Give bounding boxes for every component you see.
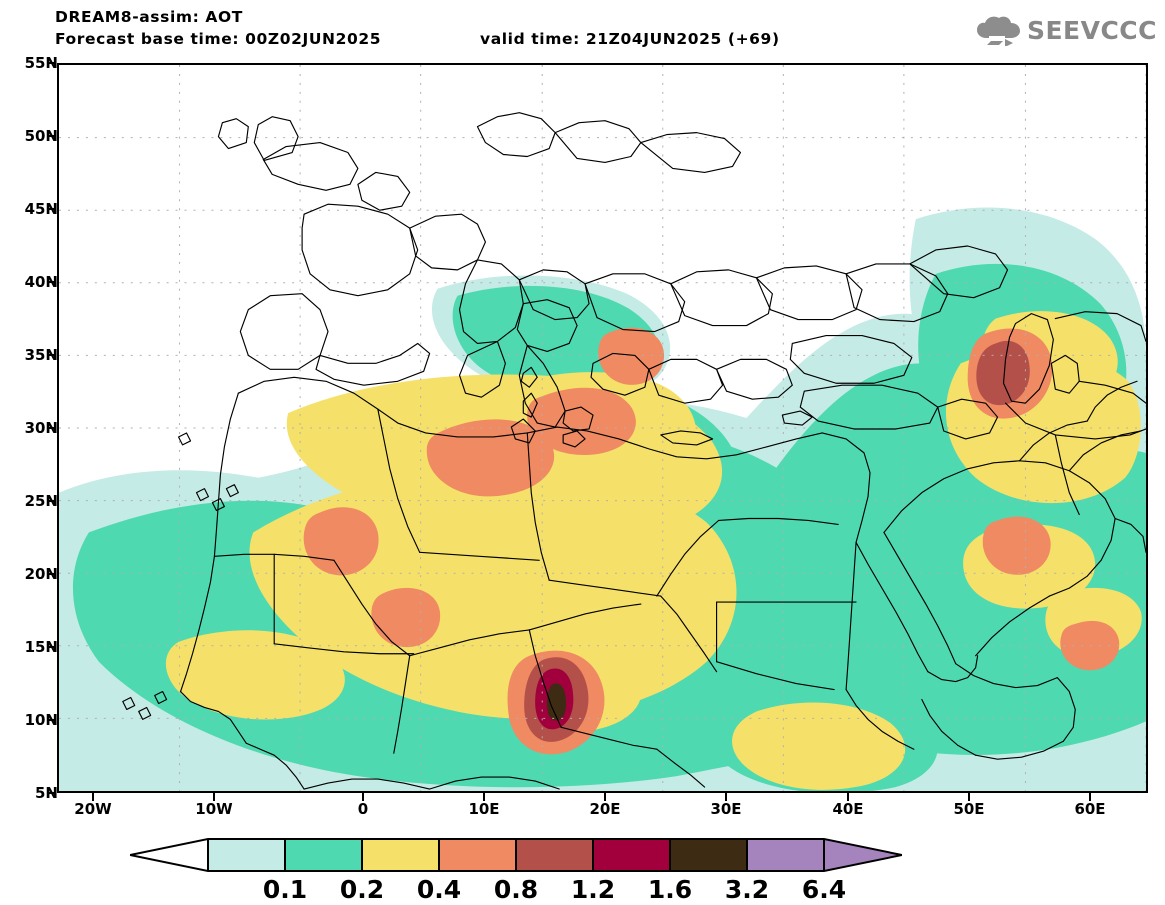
y-tick-label: 25N xyxy=(24,492,58,510)
colorbar-tick-label: 3.2 xyxy=(724,875,770,904)
x-tick-mark xyxy=(604,793,606,801)
colorbar-tick-label: 0.2 xyxy=(339,875,385,904)
y-tick-label: 50N xyxy=(24,127,58,145)
y-tick-mark xyxy=(47,62,55,64)
map-plot-area xyxy=(57,63,1148,793)
y-tick-label: 45N xyxy=(24,200,58,218)
y-tick-mark xyxy=(47,792,55,794)
colorbar-segment-0-4 xyxy=(362,838,439,872)
x-tick-label: 10E xyxy=(468,800,500,818)
colorbar-segment-6-4 xyxy=(747,838,824,872)
logo-text: SEEVCCC xyxy=(1026,15,1157,45)
y-tick-mark xyxy=(47,208,55,210)
y-tick-label: 10N xyxy=(24,711,58,729)
y-tick-mark xyxy=(47,354,55,356)
x-tick-label: 50E xyxy=(953,800,985,818)
chart-header: DREAM8-assim: AOT Forecast base time: 00… xyxy=(0,0,1165,58)
y-tick-mark xyxy=(47,135,55,137)
colorbar-under-arrow xyxy=(130,838,208,872)
colorbar-segment-3-2 xyxy=(670,838,747,872)
valid-time-label: valid time: 21Z04JUN2025 (+69) xyxy=(480,30,780,48)
y-tick-mark xyxy=(47,500,55,502)
colorbar-segment-0-2 xyxy=(285,838,362,872)
y-tick-label: 5N xyxy=(35,784,58,802)
colorbar-segment-0-1 xyxy=(208,838,285,872)
x-tick-label: 40E xyxy=(832,800,864,818)
colorbar-tick-label: 1.6 xyxy=(647,875,693,904)
x-tick-label: 10W xyxy=(195,800,233,818)
y-tick-label: 30N xyxy=(24,419,58,437)
colorbar-over-arrow xyxy=(824,838,902,872)
colorbar-segment-1-2 xyxy=(516,838,593,872)
aot-contour-map xyxy=(59,65,1146,791)
x-tick-mark xyxy=(725,793,727,801)
y-tick-label: 20N xyxy=(24,565,58,583)
seevccc-logo: SEEVCCC xyxy=(975,12,1157,48)
grid-lines xyxy=(59,65,1146,791)
y-tick-label: 40N xyxy=(24,273,58,291)
x-tick-mark xyxy=(483,793,485,801)
forecast-base-time-label: Forecast base time: 00Z02JUN2025 xyxy=(55,30,382,48)
colorbar-tick-label: 0.1 xyxy=(262,875,308,904)
x-tick-mark xyxy=(968,793,970,801)
x-tick-label: 0 xyxy=(357,800,369,818)
colorbar-tick-label: 0.8 xyxy=(493,875,539,904)
x-tick-mark xyxy=(362,793,364,801)
y-tick-label: 15N xyxy=(24,638,58,656)
x-tick-label: 20W xyxy=(74,800,112,818)
x-tick-label: 30E xyxy=(710,800,742,818)
page-title: DREAM8-assim: AOT xyxy=(55,8,243,26)
y-tick-label: 55N xyxy=(24,54,58,72)
colorbar-legend: 0.1 0.2 0.4 0.8 1.2 1.6 3.2 6.4 xyxy=(0,833,1165,905)
y-tick-mark xyxy=(47,719,55,721)
colorbar-tick-label: 6.4 xyxy=(801,875,847,904)
colorbar-tick-label: 0.4 xyxy=(416,875,462,904)
x-tick-label: 20E xyxy=(589,800,621,818)
x-tick-mark xyxy=(847,793,849,801)
x-tick-mark xyxy=(1089,793,1091,801)
coastline-layer xyxy=(122,112,1146,790)
y-tick-mark xyxy=(47,427,55,429)
y-tick-label: 35N xyxy=(24,346,58,364)
colorbar-tick-label: 1.2 xyxy=(570,875,616,904)
y-tick-mark xyxy=(47,646,55,648)
y-tick-mark xyxy=(47,281,55,283)
cloud-arrow-icon xyxy=(976,16,1020,46)
x-tick-mark xyxy=(213,793,215,801)
colorbar-segment-1-6 xyxy=(593,838,670,872)
x-tick-mark xyxy=(92,793,94,801)
colorbar-segments xyxy=(208,838,824,872)
x-tick-label: 60E xyxy=(1074,800,1106,818)
y-tick-mark xyxy=(47,573,55,575)
colorbar-segment-0-8 xyxy=(439,838,516,872)
